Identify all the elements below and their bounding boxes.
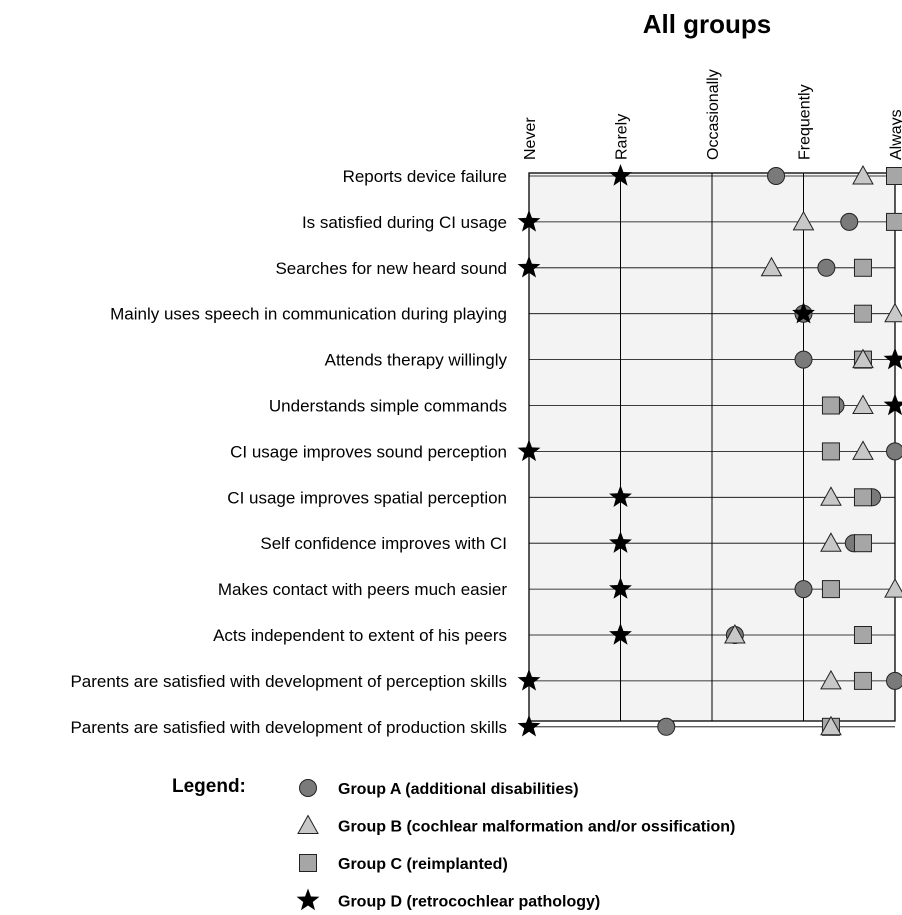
row-label: Makes contact with peers much easier [218,580,507,599]
data-point-star [792,301,815,324]
data-point-triangle [852,440,874,460]
data-point-circle [886,671,902,690]
legend-title: Legend: [172,776,246,797]
data-point-square [821,442,840,461]
row-label: Understands simple commands [269,397,507,416]
data-point-circle [657,717,676,736]
legend: Legend: Group A (additional disabilities… [172,776,735,911]
chart-title: All groups [643,9,772,39]
legend-marker-triangle [297,814,319,834]
data-point-star [609,164,632,186]
data-point-triangle [884,302,902,323]
row-label: CI usage improves sound perception [230,442,507,461]
row-label: Mainly uses speech in communication duri… [110,305,507,324]
data-point-triangle [820,669,842,690]
data-point-square [853,671,872,690]
legend-entry: Group B (cochlear malformation and/or os… [338,819,735,836]
data-point-square [853,534,872,553]
data-point-circle [794,350,813,369]
data-point-square [886,212,902,231]
data-point-triangle [852,164,874,185]
legend-marker-star [296,888,320,911]
data-point-square [821,580,840,599]
row-label: Acts independent to extent of his peers [213,626,507,645]
data-point-triangle [820,715,842,736]
legend-entry: Group C (reimplanted) [338,856,508,873]
data-point-circle [886,442,902,461]
row-label: Parents are satisfied with development o… [70,672,507,691]
data-point-triangle [884,578,902,598]
data-point-star [517,255,541,278]
data-point-circle [767,167,786,185]
data-point-square [853,626,872,644]
legend-marker-circle [299,779,317,797]
data-point-circle [840,212,859,231]
legend-entry: Group D (retrocochlear pathology) [338,894,600,911]
data-point-square [886,167,902,185]
data-point-triangle [760,256,783,277]
x-category-label: Occasionally [705,69,722,160]
row-label: CI usage improves spatial perception [227,488,507,507]
data-point-star [883,347,902,370]
x-category-label: Frequently [797,84,814,160]
data-point-triangle [724,623,746,644]
data-point-circle [794,580,813,599]
data-point-circle [817,258,836,277]
data-point-triangle [820,532,842,552]
row-label: Attends therapy willingly [325,351,508,370]
row-label: Searches for new heard sound [275,259,507,278]
data-point-star [517,668,541,691]
data-point-square [853,304,872,323]
plot-area: Never Rarely Occasionally Frequently Always R… [70,69,902,737]
data-point-square [821,396,840,415]
legend-marker-square [299,854,317,872]
data-point-square [853,488,872,507]
data-point-star [517,714,541,737]
data-point-star [517,439,541,462]
row-label: Parents are satisfied with development o… [70,718,507,737]
data-point-star [609,531,632,553]
x-category-label: Never [522,117,539,160]
data-point-triangle [820,486,842,506]
legend-entry: Group A (additional disabilities) [338,781,579,798]
data-point-triangle [852,348,874,369]
data-point-star [609,623,632,645]
data-point-star [517,209,541,232]
row-label: Reports device failure [343,167,507,186]
data-point-star [883,393,902,416]
data-point-star [609,485,632,508]
data-point-square [853,258,872,277]
row-label: Self confidence improves with CI [260,534,507,553]
data-point-triangle [792,210,815,231]
data-point-star [609,577,632,599]
row-label: Is satisfied during CI usage [302,213,507,232]
x-category-label: Rarely [614,114,631,160]
x-category-label: Always [888,109,902,160]
data-point-triangle [852,394,874,414]
